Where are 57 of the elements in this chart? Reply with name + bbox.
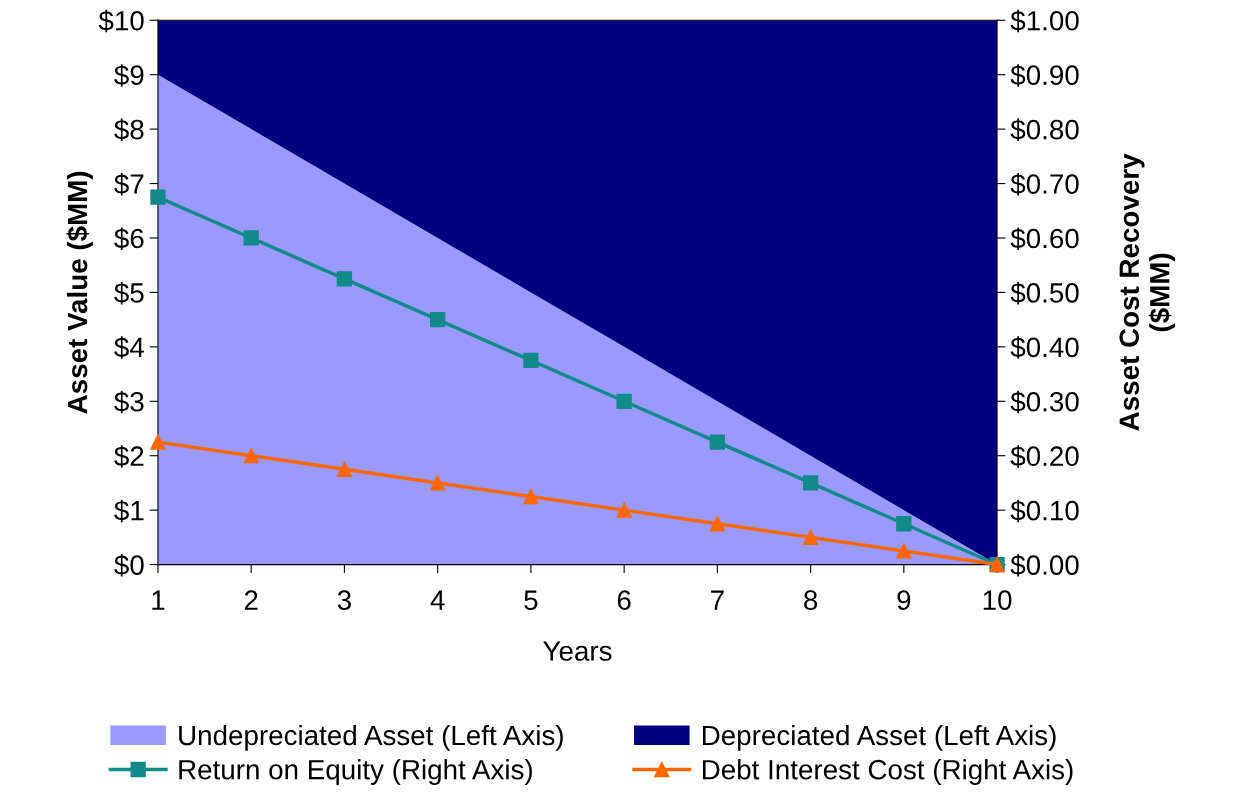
- x-tick-label: 8: [804, 590, 818, 610]
- point: [150, 189, 166, 205]
- y-tick-label: $4: [114, 336, 144, 359]
- y-tick-label: $0: [114, 554, 144, 577]
- y2-tick-label: $0.20: [1010, 445, 1079, 468]
- y-tick-label: $6: [114, 227, 144, 250]
- point: [430, 311, 446, 328]
- point: [709, 434, 726, 450]
- point: [523, 352, 539, 369]
- y-tick-label: $7: [114, 173, 144, 196]
- point: [802, 475, 819, 491]
- x-tick-label: 3: [337, 590, 351, 610]
- y2-axis-title: Asset Cost Recovery ($MM): [1119, 153, 1176, 431]
- point: [896, 543, 912, 559]
- y-tick-label: $8: [114, 118, 144, 142]
- x-tick-label: 7: [711, 590, 724, 610]
- y-tick-label: $3: [114, 390, 144, 414]
- y-tick-label: $1: [114, 499, 144, 523]
- y2-tick-label: $0.00: [1010, 554, 1079, 577]
- legend-label: Depreciated Asset (Left Axis): [702, 724, 1056, 751]
- y-axis-title: Asset Value ($MM): [66, 171, 93, 414]
- point: [150, 434, 166, 450]
- y-tick-label: $2: [114, 445, 144, 468]
- point: [709, 516, 726, 532]
- y2-tick-label: $0.60: [1010, 227, 1079, 250]
- point: [430, 475, 446, 491]
- y2-tick-label: $0.10: [1010, 499, 1079, 523]
- y2-tick-label: $1.00: [1010, 9, 1079, 33]
- y2-tick-label: $0.90: [1010, 64, 1079, 87]
- point: [336, 271, 353, 287]
- y-tick-label: $10: [98, 9, 144, 33]
- x-tick-label: 2: [244, 590, 258, 610]
- y2-tick-label: $0.50: [1010, 281, 1079, 305]
- point: [523, 488, 539, 505]
- legend-label: Return on Equity (Right Axis): [179, 759, 532, 785]
- point: [616, 393, 632, 409]
- point: [243, 230, 259, 246]
- point: [616, 502, 632, 518]
- x-tick-label: 6: [617, 590, 631, 610]
- point: [336, 461, 353, 477]
- y-tick-label: $9: [114, 64, 144, 87]
- y2-tick-label: $0.40: [1010, 336, 1079, 359]
- point: [896, 516, 912, 532]
- x-tick-label: 1: [152, 590, 165, 610]
- legend-label: Undepreciated Asset (Left Axis): [179, 724, 563, 751]
- x-tick-label: 5: [524, 590, 538, 610]
- y2-tick-label: $0.80: [1010, 118, 1079, 142]
- x-tick-label: 4: [430, 590, 445, 610]
- legend-label: Debt Interest Cost (Right Axis): [702, 759, 1073, 785]
- y-tick-label: $5: [114, 281, 144, 305]
- y2-tick-label: $0.70: [1010, 173, 1079, 196]
- point: [243, 448, 259, 464]
- x-tick-label: 10: [983, 590, 1012, 610]
- point: [802, 529, 819, 545]
- x-tick-label: 9: [897, 590, 911, 610]
- x-axis-title: Years: [543, 641, 612, 661]
- y2-tick-label: $0.30: [1010, 390, 1079, 414]
